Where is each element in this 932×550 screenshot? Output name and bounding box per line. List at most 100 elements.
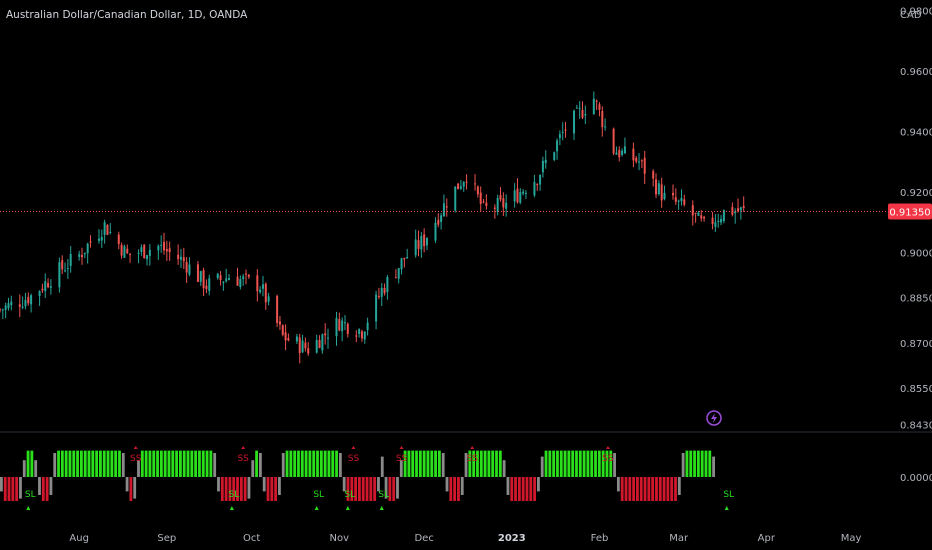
candle-body xyxy=(264,283,267,303)
candle-body xyxy=(219,275,222,281)
histogram-bar xyxy=(628,477,632,501)
histogram-bar xyxy=(95,450,99,477)
date-tick-label: Dec xyxy=(414,533,433,544)
candle-body xyxy=(117,234,120,245)
candle-body xyxy=(575,107,578,109)
histogram-bar xyxy=(60,450,64,477)
candle-body xyxy=(123,246,126,258)
histogram-bar xyxy=(689,450,693,477)
candle-body xyxy=(267,296,270,302)
histogram-bar xyxy=(449,477,453,501)
symbol-title: Australian Dollar/Canadian Dollar, 1D, O… xyxy=(6,9,248,21)
histogram-bar xyxy=(106,450,110,477)
candle-body xyxy=(38,291,41,297)
candle-body xyxy=(106,224,109,235)
histogram-bar xyxy=(434,450,437,477)
candle-body xyxy=(287,338,290,341)
candle-body xyxy=(400,258,403,270)
candle-body xyxy=(137,252,140,254)
candle-body xyxy=(10,301,13,306)
candle-body xyxy=(697,212,700,216)
histogram-bar xyxy=(76,450,79,477)
candle-body xyxy=(177,254,180,260)
histogram-bar xyxy=(64,450,68,477)
histogram-bar xyxy=(498,450,502,477)
histogram-bar xyxy=(72,450,76,477)
histogram-bar xyxy=(651,477,655,501)
candle-body xyxy=(417,240,420,249)
histogram-bar xyxy=(79,450,83,477)
candle-body xyxy=(49,286,52,288)
histogram-bar xyxy=(293,450,297,477)
histogram-bar xyxy=(468,450,472,477)
histogram-bar xyxy=(247,477,251,499)
histogram-bar xyxy=(601,450,605,477)
histogram-bar xyxy=(582,450,586,477)
histogram-bar xyxy=(194,450,198,477)
candle-body xyxy=(445,206,448,208)
candle-body xyxy=(86,243,89,254)
candle-body xyxy=(573,110,576,134)
histogram-bar xyxy=(495,450,498,477)
histogram-bar xyxy=(121,453,125,477)
date-tick-label: 2023 xyxy=(498,533,526,544)
sell-signal-label: SS xyxy=(602,454,614,464)
candle-body xyxy=(581,109,584,118)
candle-body xyxy=(242,276,245,280)
indicator-pane[interactable]: SS SS SS SS SS SS SL SL SL SL SL SL xyxy=(0,446,734,510)
candle-body xyxy=(406,256,409,259)
candle-body xyxy=(592,98,595,114)
histogram-bar xyxy=(700,450,704,477)
date-tick-label: Oct xyxy=(243,533,260,544)
candle-body xyxy=(295,336,298,342)
price-pane[interactable] xyxy=(0,91,886,426)
candle-body xyxy=(315,339,318,353)
candle-body xyxy=(638,161,641,163)
candle-body xyxy=(247,274,250,277)
candle-body xyxy=(414,239,417,256)
candle-body xyxy=(239,279,242,287)
date-tick-label: Feb xyxy=(591,533,609,544)
date-tick-label: Nov xyxy=(330,533,350,544)
histogram-bar xyxy=(228,477,232,501)
candle-body xyxy=(103,222,106,235)
histogram-bar xyxy=(327,450,331,477)
histogram-bar xyxy=(335,450,338,477)
candle-body xyxy=(482,201,485,203)
candle-body xyxy=(100,237,103,241)
candle-body xyxy=(640,160,643,162)
candle-body xyxy=(261,284,264,289)
candle-body xyxy=(612,128,615,154)
histogram-bar xyxy=(342,477,346,492)
histogram-bar xyxy=(125,477,129,492)
histogram-bar xyxy=(620,477,624,501)
histogram-bar xyxy=(563,450,567,477)
candle-body xyxy=(474,183,477,185)
histogram-bar xyxy=(338,453,342,477)
buy-signal-label: SL xyxy=(25,490,36,500)
histogram-bar xyxy=(220,477,224,501)
candle-body xyxy=(680,197,683,202)
candle-body xyxy=(30,295,33,305)
lightning-icon[interactable] xyxy=(706,410,722,426)
candle-body xyxy=(737,208,740,212)
histogram-bar xyxy=(186,450,190,477)
candle-body xyxy=(635,157,638,162)
histogram-bar xyxy=(411,450,415,477)
histogram-bar xyxy=(289,450,293,477)
histogram-bar xyxy=(605,450,609,477)
histogram-bar xyxy=(384,477,388,499)
histogram-bar xyxy=(236,477,239,501)
histogram-bar xyxy=(712,456,715,477)
histogram-bar xyxy=(586,450,590,477)
histogram-bar xyxy=(373,477,377,501)
histogram-bar xyxy=(297,450,300,477)
candle-body xyxy=(24,299,27,307)
candle-body xyxy=(703,216,706,219)
candle-body xyxy=(437,219,440,225)
candle-body xyxy=(462,182,465,187)
